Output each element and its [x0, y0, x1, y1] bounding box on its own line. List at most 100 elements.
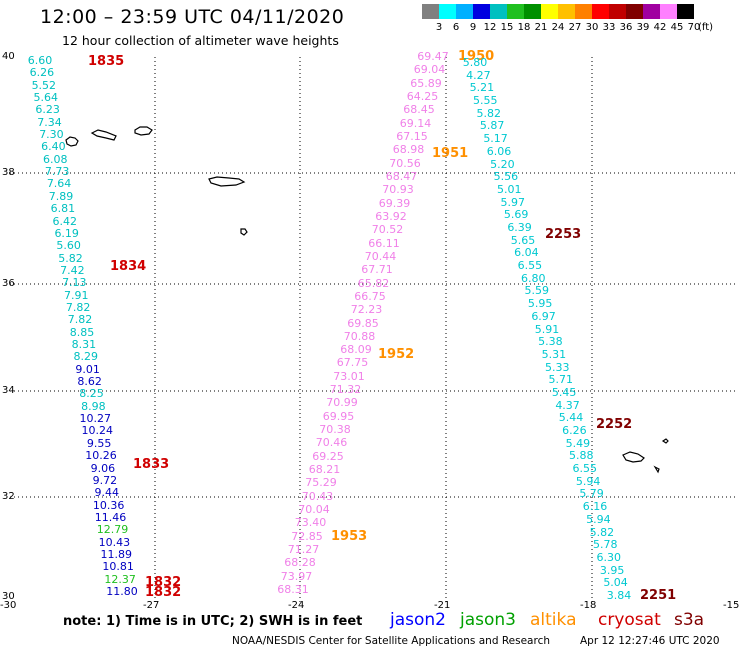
- s3a-value: 5.56: [493, 170, 519, 184]
- x-tick-label: -21: [434, 600, 451, 611]
- colorbar-label: 15: [500, 22, 514, 33]
- altika-value: 68.28: [284, 556, 316, 570]
- s3a-value: 4.27: [466, 68, 491, 82]
- cryosat-value: 6.81: [50, 202, 76, 216]
- altika-time: 1953: [331, 529, 368, 544]
- s3a-value: 5.78: [593, 538, 618, 552]
- s3a-value: 6.97: [531, 309, 556, 323]
- colorbar-label: 12: [483, 22, 497, 33]
- cryosat-value: 6.08: [43, 152, 68, 166]
- cryosat-value: 7.91: [63, 288, 89, 302]
- s3a-value: 6.80: [521, 271, 546, 285]
- altika-value: 69.47: [417, 50, 449, 63]
- s3a-value: 5.38: [538, 335, 563, 349]
- altika-value: 70.44: [364, 249, 397, 263]
- altika-value: 65.82: [357, 276, 390, 290]
- s3a-value: 5.82: [589, 525, 615, 539]
- s3a-value: 5.01: [497, 182, 522, 196]
- colorbar-label: 33: [602, 22, 616, 33]
- s3a-value: 5.31: [541, 347, 567, 361]
- s3a-time: 2251: [640, 588, 677, 603]
- s3a-value: 4.37: [555, 398, 580, 412]
- cryosat-value: 9.01: [75, 362, 100, 376]
- altika-value: 64.25: [406, 89, 439, 103]
- island-smiguel: [240, 228, 248, 236]
- s3a-value: 5.95: [527, 297, 553, 311]
- cryosat-value: 6.19: [54, 226, 79, 240]
- colorbar-label: 6: [452, 22, 460, 33]
- s3a-value: 3.84: [606, 589, 632, 602]
- altika-value: 70.88: [343, 329, 376, 343]
- y-tick-label: 30: [2, 591, 15, 602]
- y-tick-label: 38: [2, 167, 15, 178]
- x-tick-label: -27: [143, 600, 160, 611]
- altika-time: 1950: [458, 49, 495, 64]
- s3a-value: 5.44: [558, 411, 584, 425]
- s3a-value: 5.94: [586, 512, 611, 526]
- s3a-value: 5.21: [469, 81, 495, 95]
- altika-value: 70.56: [389, 156, 421, 170]
- altika-value: 69.95: [322, 409, 355, 423]
- colorbar-label: 30: [585, 22, 599, 33]
- colorbar-label: 21: [534, 22, 548, 33]
- altika-value: 68.47: [385, 169, 418, 183]
- cryosat-value: 9.06: [90, 461, 116, 475]
- page-subtitle: 12 hour collection of altimeter wave hei…: [62, 33, 339, 48]
- cryosat-value: 8.62: [77, 375, 102, 389]
- page-title: 12:00 – 23:59 UTC 04/11/2020: [40, 6, 345, 28]
- x-tick-label: -18: [580, 600, 597, 611]
- s3a-value: 5.94: [575, 474, 601, 488]
- credit-text: NOAA/NESDIS Center for Satellite Applica…: [232, 635, 550, 647]
- s3a-value: 5.65: [510, 233, 536, 247]
- colorbar-swatch: [541, 4, 558, 19]
- s3a-value: 5.69: [503, 208, 529, 222]
- altika-value: 70.46: [315, 436, 348, 450]
- colorbar-swatch: [643, 4, 660, 19]
- altika-value: 72.85: [291, 529, 323, 543]
- altika-value: 70.38: [319, 423, 351, 437]
- s3a-value: 5.97: [500, 195, 525, 209]
- cryosat-value: 9.44: [94, 486, 119, 500]
- cryosat-value: 11.89: [100, 547, 133, 561]
- altika-value: 75.29: [305, 476, 337, 490]
- cryosat-value: 7.30: [39, 128, 64, 142]
- colorbar-swatch: [677, 4, 694, 19]
- cryosat-value: 6.42: [52, 214, 78, 228]
- altika-value: 66.11: [368, 236, 400, 250]
- cryosat-value: 7.13: [62, 276, 87, 290]
- altika-value: 69.14: [399, 116, 432, 130]
- cryosat-value: 5.60: [56, 239, 81, 253]
- y-tick-label: 36: [2, 278, 15, 289]
- colorbar-label: 9: [469, 22, 477, 33]
- colorbar-swatch: [592, 4, 609, 19]
- colorbar-swatch: [422, 4, 439, 19]
- altika-value: 67.15: [396, 129, 428, 143]
- altika-value: 73.40: [294, 516, 327, 530]
- cryosat-value: 8.98: [81, 399, 106, 413]
- altika-value: 68.21: [308, 463, 341, 477]
- altika-value: 63.92: [375, 209, 407, 223]
- cryosat-value: 9.72: [92, 473, 118, 487]
- s3a-value: 5.20: [490, 157, 515, 171]
- cryosat-value: 10.81: [102, 560, 134, 574]
- cryosat-value: 10.26: [85, 449, 117, 463]
- x-tick-label: -24: [288, 600, 305, 611]
- s3a-value: 6.04: [514, 246, 539, 260]
- colorbar-label: 45: [670, 22, 684, 33]
- altika-value: 70.43: [301, 489, 334, 503]
- colorbar-label: 36: [619, 22, 633, 33]
- island-corvo: [90, 129, 117, 141]
- altika-time: 1952: [378, 347, 415, 362]
- altika-value: 70.04: [298, 503, 330, 517]
- altika-time: 1951: [432, 146, 469, 161]
- s3a-value: 5.45: [551, 385, 577, 399]
- colorbar-label: 24: [551, 22, 565, 33]
- cryosat-value: 7.89: [48, 189, 74, 203]
- colorbar-label: 18: [517, 22, 531, 33]
- s3a-value: 5.49: [565, 436, 591, 450]
- cryosat-value: 7.73: [44, 165, 70, 179]
- altika-value: 70.99: [326, 396, 358, 410]
- cryosat-value: 6.26: [29, 66, 55, 80]
- altika-value: 70.52: [371, 223, 404, 237]
